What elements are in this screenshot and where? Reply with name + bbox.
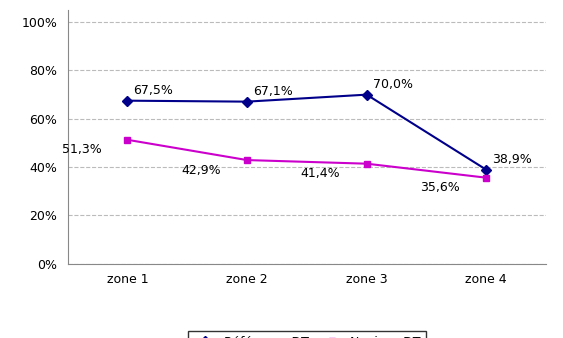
Text: 70,0%: 70,0%: [373, 78, 413, 91]
Référence DT: [124, 99, 131, 103]
Novices DT: [363, 162, 370, 166]
Référence DT: [483, 168, 490, 172]
Text: 41,4%: 41,4%: [301, 167, 341, 180]
Novices DT: [483, 176, 490, 180]
Text: 51,3%: 51,3%: [61, 143, 101, 156]
Référence DT: [244, 100, 251, 104]
Text: 35,6%: 35,6%: [421, 181, 460, 194]
Novices DT: [124, 138, 131, 142]
Novices DT: [244, 158, 251, 162]
Text: 42,9%: 42,9%: [181, 164, 221, 177]
Référence DT: [363, 93, 370, 97]
Line: Référence DT: Référence DT: [124, 91, 490, 173]
Text: 67,5%: 67,5%: [133, 84, 173, 97]
Text: 67,1%: 67,1%: [253, 85, 293, 98]
Legend: Référence DT, Novices DT: Référence DT, Novices DT: [188, 331, 426, 338]
Text: 38,9%: 38,9%: [492, 153, 532, 166]
Line: Novices DT: Novices DT: [124, 136, 490, 181]
